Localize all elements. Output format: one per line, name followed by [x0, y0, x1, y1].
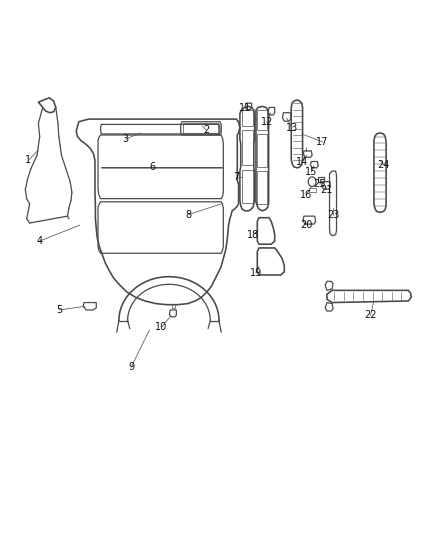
Text: 15: 15	[305, 167, 318, 177]
Text: 19: 19	[250, 268, 262, 278]
Text: 10: 10	[155, 322, 168, 333]
Text: 13: 13	[286, 123, 298, 133]
Text: 1: 1	[25, 156, 32, 165]
Text: 16: 16	[300, 190, 312, 200]
Text: 3: 3	[122, 134, 128, 144]
Text: 12: 12	[261, 117, 273, 127]
Text: 11: 11	[239, 103, 251, 114]
Text: 22: 22	[364, 310, 377, 320]
Text: 6: 6	[150, 162, 156, 172]
Text: 7: 7	[233, 172, 240, 182]
Text: 9: 9	[128, 362, 134, 372]
Text: 21: 21	[321, 184, 333, 195]
Text: 17: 17	[316, 137, 329, 147]
Text: 4: 4	[37, 236, 43, 246]
Text: 2: 2	[203, 125, 209, 135]
Text: 5: 5	[56, 305, 62, 315]
Text: 8: 8	[185, 209, 191, 220]
Text: 14: 14	[297, 157, 309, 166]
Text: 23: 23	[327, 209, 339, 220]
Text: 18: 18	[247, 230, 259, 240]
Text: 25: 25	[314, 179, 326, 189]
Text: 24: 24	[377, 160, 390, 169]
Text: 20: 20	[300, 220, 312, 230]
